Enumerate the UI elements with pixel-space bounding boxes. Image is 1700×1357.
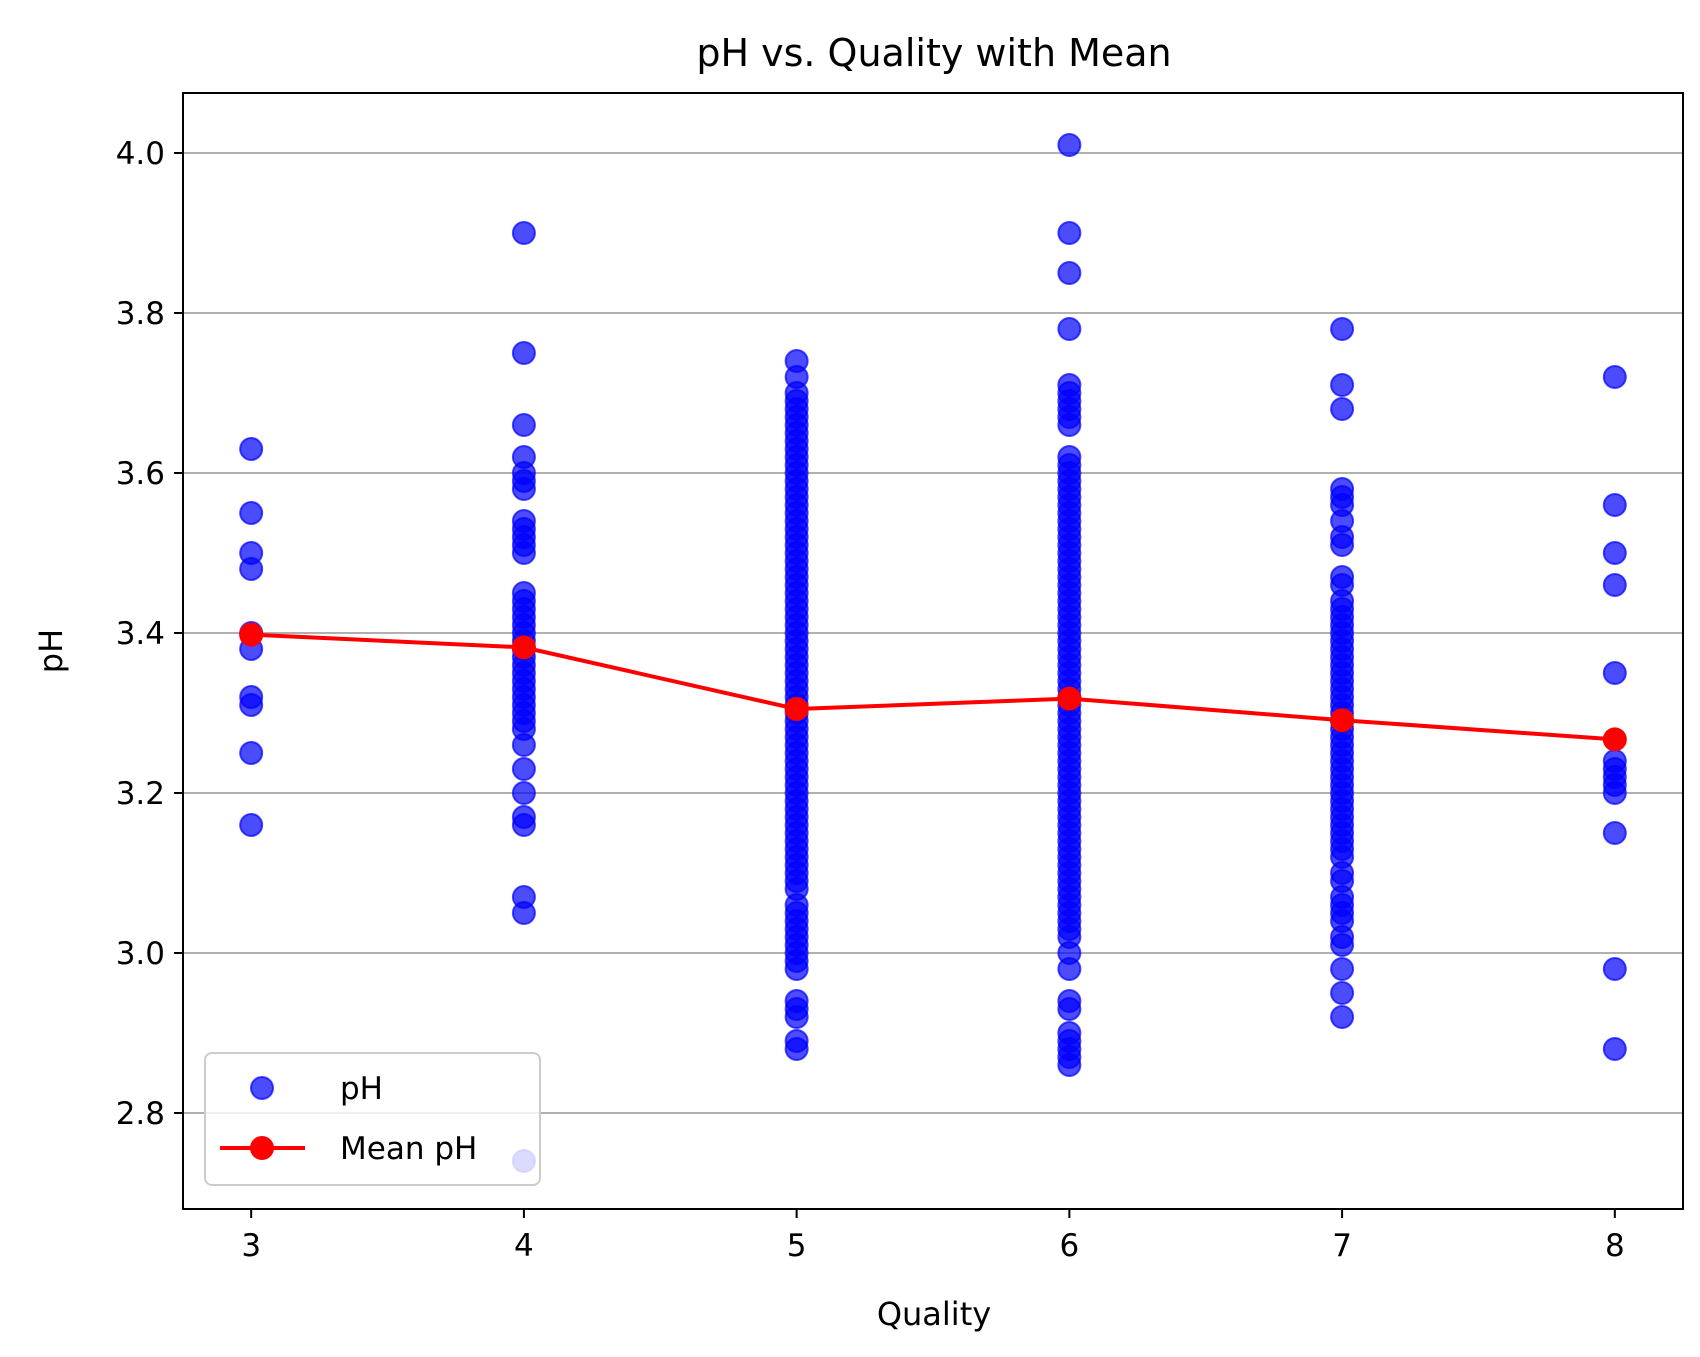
scatter-point-q6-72	[1057, 957, 1082, 981]
scatter-point-q4-0	[511, 221, 536, 245]
x-tick-label-1: 4	[514, 1228, 534, 1264]
scatter-point-q6-74	[1057, 997, 1082, 1021]
x-axis-ticks: 3 4 5 6 7 8	[241, 1209, 1625, 1264]
x-tick-label-0: 3	[241, 1228, 261, 1264]
scatter-point-q8-12	[1602, 1037, 1627, 1061]
y-axis-label: pH	[32, 629, 70, 673]
scatter-point-q6-2	[1057, 261, 1082, 285]
y-tick-label-4: 3.6	[116, 456, 165, 492]
x-tick-label-3: 6	[1059, 1228, 1079, 1264]
scatter-point-q8-1	[1602, 493, 1627, 517]
legend-marker-mean	[250, 1136, 274, 1160]
x-tick-label-5: 8	[1605, 1228, 1625, 1264]
mean-line	[251, 632, 1615, 742]
scatter-point-q6-79	[1057, 1053, 1082, 1077]
scatter-point-q4-34	[511, 813, 536, 837]
x-tick-label-4: 7	[1332, 1228, 1352, 1264]
chart-title: pH vs. Quality with Mean	[696, 31, 1171, 75]
scatter-point-q4-11	[511, 541, 536, 565]
scatter-point-q8-4	[1602, 661, 1627, 685]
scatter-point-q3-1	[239, 501, 264, 525]
x-axis-label: Quality	[877, 1295, 991, 1333]
scatter-point-q6-9	[1057, 413, 1082, 437]
plot-frame	[182, 92, 1684, 1210]
mean-point-q6	[1057, 686, 1082, 711]
y-tick-label-6: 4.0	[116, 136, 165, 172]
scatter-point-q6-0	[1057, 133, 1082, 157]
mean-point-q5	[784, 697, 809, 721]
scatter-point-q4-1	[511, 341, 536, 365]
mean-point-q8	[1602, 727, 1627, 752]
y-tick-label-2: 3.2	[116, 776, 165, 812]
scatter-point-q8-9	[1602, 781, 1627, 805]
x-tick-label-2: 5	[787, 1228, 807, 1264]
legend-marker-ph	[250, 1076, 274, 1100]
scatter-point-q7-52	[1330, 957, 1355, 981]
scatter-point-q6-3	[1057, 317, 1082, 341]
scatter-point-q7-2	[1330, 397, 1355, 421]
scatter-point-q7-53	[1330, 981, 1355, 1005]
mean-series	[239, 622, 1627, 752]
scatter-point-q7-0	[1330, 317, 1355, 341]
legend: pH Mean pH	[204, 1052, 541, 1186]
y-tick-label-1: 3.0	[116, 936, 165, 972]
legend-label-ph: pH	[340, 1071, 383, 1107]
scatter-point-q5-76	[784, 1005, 809, 1029]
scatter-point-q3-0	[239, 437, 264, 461]
mean-point-q3	[239, 622, 264, 647]
scatter-point-q7-1	[1330, 373, 1355, 397]
mean-point-q4	[511, 635, 536, 660]
legend-box	[204, 1052, 541, 1186]
legend-label-mean: Mean pH	[340, 1131, 477, 1167]
scatter-point-q4-2	[511, 413, 536, 437]
scatter-point-q5-73	[784, 957, 809, 981]
y-axis-ticks: 2.8 3.0 3.2 3.4 3.6 3.8 4.0	[116, 136, 183, 1132]
scatter-point-q6-1	[1057, 221, 1082, 245]
scatter-point-q7-54	[1330, 1005, 1355, 1029]
scatter-point-q7-51	[1330, 933, 1355, 957]
mean-point-q7	[1330, 708, 1355, 733]
scatter-point-q3-8	[239, 741, 264, 765]
y-tick-label-3: 3.4	[116, 616, 165, 652]
scatter-point-q7-8	[1330, 533, 1355, 557]
scatter-point-q8-11	[1602, 957, 1627, 981]
scatter-point-q4-31	[511, 757, 536, 781]
scatter-point-q3-7	[239, 693, 264, 717]
scatter-point-q4-30	[511, 733, 536, 757]
scatter-point-q8-2	[1602, 541, 1627, 565]
scatter-point-q3-9	[239, 813, 264, 837]
scatter-point-q4-36	[511, 901, 536, 925]
y-tick-label-5: 3.8	[116, 296, 165, 332]
scatter-point-q8-10	[1602, 821, 1627, 845]
scatter-point-q3-3	[239, 557, 264, 581]
scatter-point-q8-3	[1602, 573, 1627, 597]
scatter-point-q4-6	[511, 477, 536, 501]
scatter-point-q5-78	[784, 1037, 809, 1061]
y-tick-label-0: 2.8	[116, 1096, 165, 1132]
scatter-point-q4-32	[511, 781, 536, 805]
scatter-point-q8-0	[1602, 365, 1627, 389]
